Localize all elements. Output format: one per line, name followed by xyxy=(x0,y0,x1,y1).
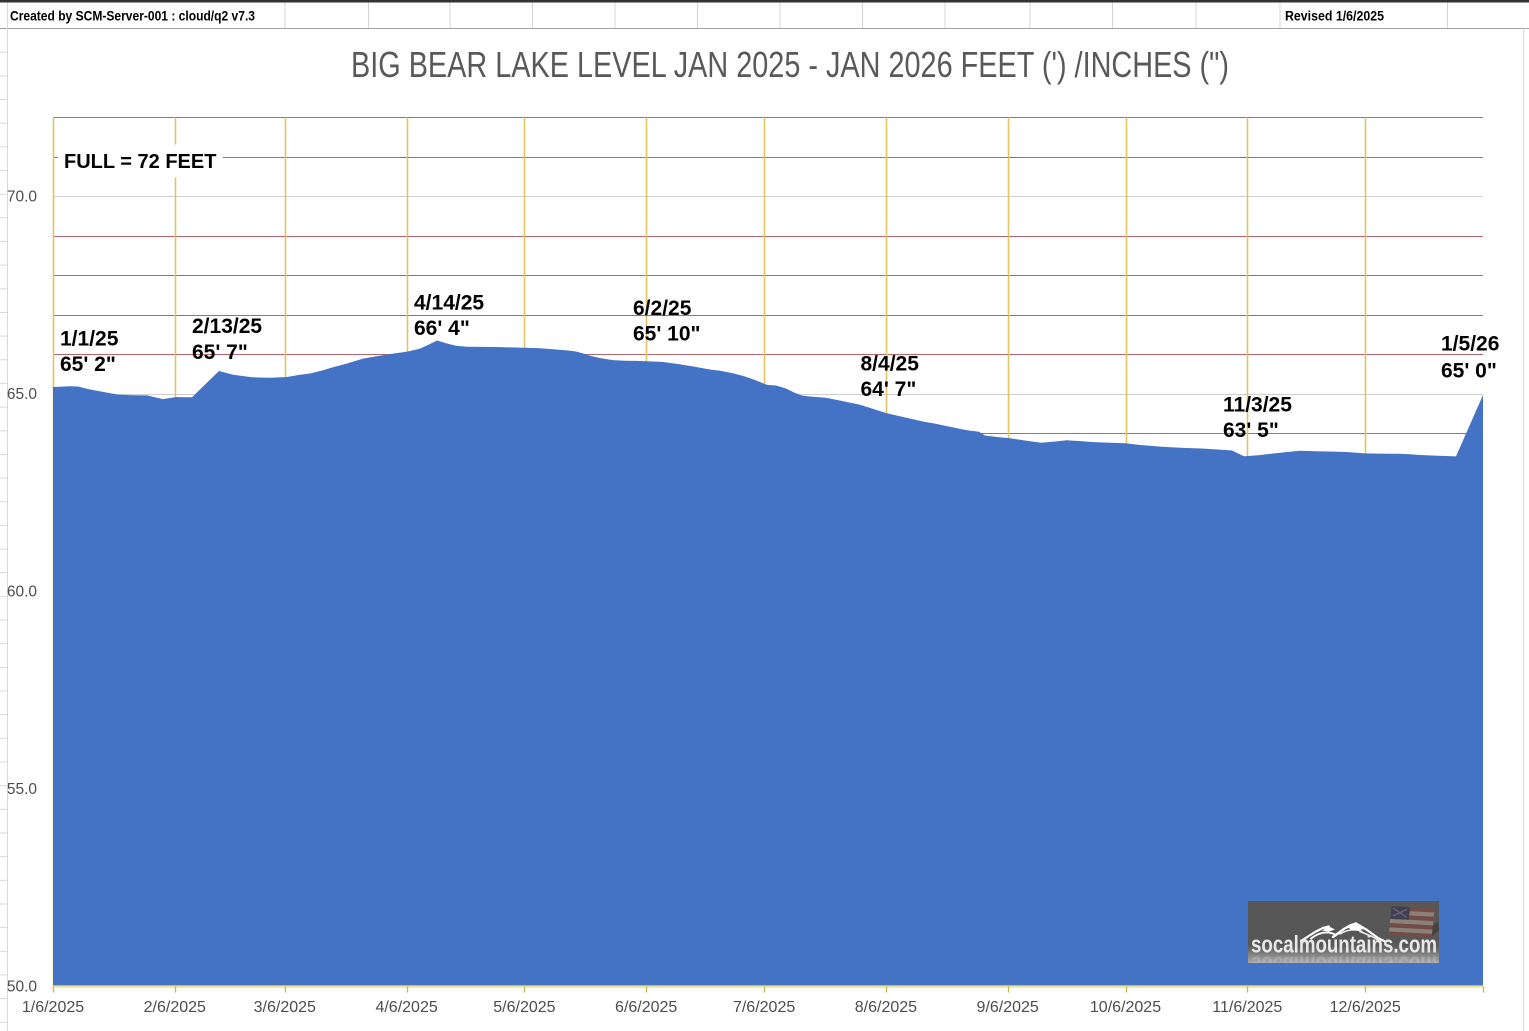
svg-text:65' 7": 65' 7" xyxy=(192,341,248,364)
svg-text:BIG BEAR LAKE LEVEL JAN 2025 -: BIG BEAR LAKE LEVEL JAN 2025 - JAN 2026 … xyxy=(351,44,1229,85)
svg-text:55.0: 55.0 xyxy=(7,781,38,798)
svg-text:4/6/2025: 4/6/2025 xyxy=(375,999,437,1016)
svg-text:8/4/25: 8/4/25 xyxy=(861,353,920,376)
svg-text:8/6/2025: 8/6/2025 xyxy=(855,999,917,1016)
svg-text:1/6/2025: 1/6/2025 xyxy=(22,999,84,1016)
svg-text:Created by SCM-Server-001 : cl: Created by SCM-Server-001 : cloud/q2 v7.… xyxy=(10,9,255,24)
svg-text:7/6/2025: 7/6/2025 xyxy=(733,999,795,1016)
svg-text:socalmountains.com: socalmountains.com xyxy=(1251,932,1437,959)
svg-text:FULL = 72 FEET: FULL = 72 FEET xyxy=(64,151,216,173)
svg-text:65' 0": 65' 0" xyxy=(1441,360,1497,383)
svg-text:2/13/25: 2/13/25 xyxy=(192,315,262,338)
svg-text:70.0: 70.0 xyxy=(7,189,38,206)
svg-text:65.0: 65.0 xyxy=(7,386,38,403)
svg-text:6/2/25: 6/2/25 xyxy=(633,297,692,320)
svg-text:9/6/2025: 9/6/2025 xyxy=(977,999,1039,1016)
svg-text:60.0: 60.0 xyxy=(7,584,38,601)
svg-text:11/3/25: 11/3/25 xyxy=(1223,394,1292,417)
svg-text:63' 5": 63' 5" xyxy=(1223,419,1279,442)
svg-text:1/5/26: 1/5/26 xyxy=(1441,333,1499,356)
svg-text:65' 2": 65' 2" xyxy=(60,353,116,376)
svg-text:11/6/2025: 11/6/2025 xyxy=(1212,999,1282,1016)
svg-text:2/6/2025: 2/6/2025 xyxy=(144,999,206,1016)
svg-text:3/6/2025: 3/6/2025 xyxy=(254,999,316,1016)
svg-text:12/6/2025: 12/6/2025 xyxy=(1330,999,1401,1016)
svg-text:66' 4": 66' 4" xyxy=(414,317,470,340)
svg-text:65' 10": 65' 10" xyxy=(633,323,701,346)
svg-text:64' 7": 64' 7" xyxy=(861,378,917,401)
svg-text:6/6/2025: 6/6/2025 xyxy=(615,999,677,1016)
svg-text:socalmountains.com: socalmountains.com xyxy=(1251,951,1437,978)
svg-text:50.0: 50.0 xyxy=(7,978,38,995)
svg-text:5/6/2025: 5/6/2025 xyxy=(493,999,555,1016)
svg-text:10/6/2025: 10/6/2025 xyxy=(1090,999,1161,1016)
svg-text:4/14/25: 4/14/25 xyxy=(414,291,484,314)
svg-text:1/1/25: 1/1/25 xyxy=(60,328,119,351)
svg-text:Revised 1/6/2025: Revised 1/6/2025 xyxy=(1285,9,1384,24)
